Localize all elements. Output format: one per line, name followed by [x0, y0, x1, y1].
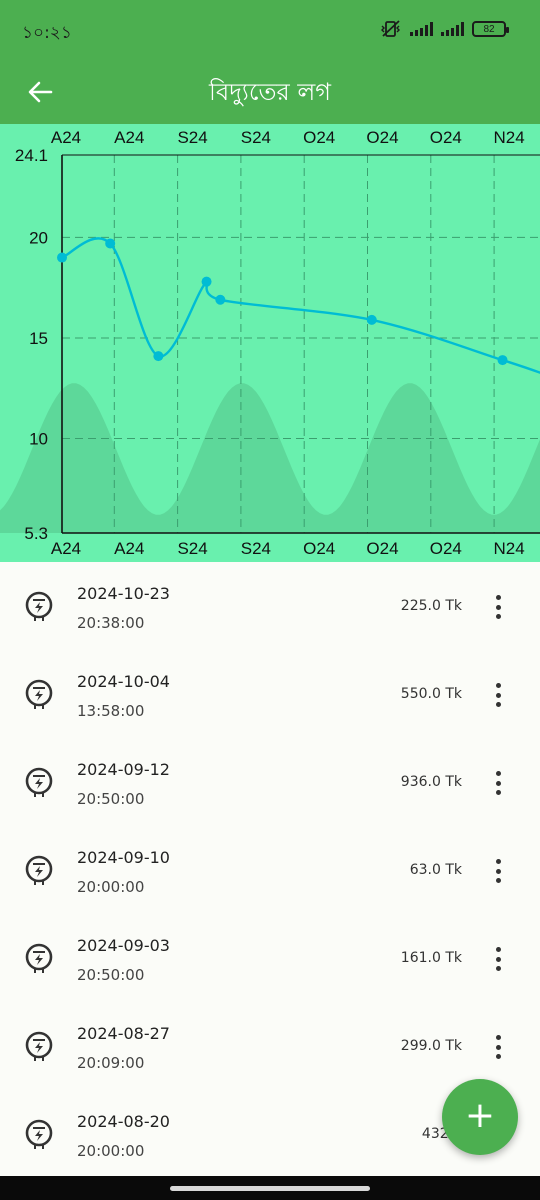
data-point	[215, 294, 226, 305]
page-title: বিদ্যুতের লগ	[209, 78, 331, 106]
entry-date: 2024-08-20	[77, 1112, 170, 1131]
electric-meter-icon	[25, 679, 53, 709]
x-tick-label-bottom: N24	[494, 539, 525, 558]
more-vert-icon[interactable]	[486, 592, 510, 622]
entry-amount: 550.0 Tk	[400, 686, 462, 702]
data-point	[153, 351, 164, 362]
x-tick-label-top: O24	[366, 128, 398, 147]
data-point	[57, 252, 67, 263]
entry-amount: 936.0 Tk	[400, 774, 462, 790]
entry-date: 2024-09-12	[77, 760, 170, 779]
entry-time: 20:00:00	[77, 878, 145, 896]
background-wave	[0, 383, 540, 533]
x-tick-label-top: N24	[494, 128, 525, 147]
signal-icon-2	[441, 22, 464, 36]
mute-vibrate-icon	[381, 20, 400, 37]
entry-time: 20:09:00	[77, 1054, 145, 1072]
entry-amount: 225.0 Tk	[400, 598, 462, 614]
status-icons: 82	[380, 20, 509, 38]
entry-date: 2024-09-10	[77, 848, 170, 867]
arrow-back-icon	[28, 81, 53, 103]
electric-meter-icon	[25, 1031, 53, 1061]
entry-date: 2024-10-23	[77, 584, 170, 603]
electric-meter-icon	[25, 943, 53, 973]
y-tick-label: 10	[29, 430, 48, 449]
battery-icon: 82	[472, 21, 509, 37]
x-tick-label-bottom: A24	[51, 539, 81, 558]
list-item[interactable]: 2024-09-03 20:50:00 161.0 Tk	[0, 914, 540, 1002]
electric-meter-icon	[25, 855, 53, 885]
x-tick-label-top: O24	[430, 128, 462, 147]
more-vert-icon[interactable]	[486, 680, 510, 710]
more-vert-icon[interactable]	[486, 944, 510, 974]
status-bar: ১০:২১ 82	[0, 0, 540, 62]
x-tick-label-top: S24	[177, 128, 207, 147]
home-gesture-handle[interactable]	[170, 1186, 370, 1191]
back-button[interactable]	[18, 70, 62, 114]
more-vert-icon[interactable]	[486, 1032, 510, 1062]
list-item[interactable]: 2024-09-12 20:50:00 936.0 Tk	[0, 738, 540, 826]
data-point	[105, 238, 116, 249]
more-vert-icon[interactable]	[486, 856, 510, 886]
x-tick-label-bottom: S24	[241, 539, 271, 558]
y-tick-label: 24.1	[15, 146, 48, 165]
data-point	[201, 276, 212, 287]
x-tick-label-top: O24	[303, 128, 335, 147]
entry-time: 20:00:00	[77, 1142, 145, 1160]
entry-amount: 299.0 Tk	[400, 1038, 462, 1054]
list-item[interactable]: 2024-10-04 13:58:00 550.0 Tk	[0, 650, 540, 738]
x-tick-label-bottom: A24	[114, 539, 144, 558]
list-item[interactable]: 2024-10-23 20:38:00 225.0 Tk	[0, 562, 540, 650]
y-tick-label: 15	[29, 329, 48, 348]
entry-time: 13:58:00	[77, 702, 145, 720]
entry-time: 20:38:00	[77, 614, 145, 632]
x-tick-label-bottom: O24	[303, 539, 335, 558]
x-tick-label-bottom: S24	[177, 539, 207, 558]
entry-time: 20:50:00	[77, 966, 145, 984]
x-tick-label-top: S24	[241, 128, 271, 147]
signal-icon-1	[410, 22, 433, 36]
more-vert-icon[interactable]	[486, 768, 510, 798]
app-bar: বিদ্যুতের লগ	[0, 62, 540, 124]
y-tick-label: 5.3	[24, 524, 48, 543]
electric-meter-icon	[25, 591, 53, 621]
x-tick-label-bottom: O24	[366, 539, 398, 558]
status-time: ১০:২১	[22, 23, 72, 43]
consumption-chart: 24.1 20 15 10 5.3 A24 A24 S24 S24 O24 O24 O24 N24 A24…	[0, 124, 540, 562]
x-tick-label-top: A24	[51, 128, 81, 147]
entry-date: 2024-10-04	[77, 672, 170, 691]
y-tick-label: 20	[29, 228, 48, 247]
list-item[interactable]: 2024-09-10 20:00:00 63.0 Tk	[0, 826, 540, 914]
data-point	[497, 355, 508, 366]
add-entry-button[interactable]: +	[442, 1079, 518, 1155]
entry-date: 2024-09-03	[77, 936, 170, 955]
entry-time: 20:50:00	[77, 790, 145, 808]
entry-list: 2024-10-23 20:38:00 225.0 Tk 2024-10-04 13:5…	[0, 562, 540, 1178]
list-item[interactable]: 2024-08-27 20:09:00 299.0 Tk	[0, 1002, 540, 1090]
entry-amount: 63.0 Tk	[409, 862, 462, 878]
electric-meter-icon	[25, 1119, 53, 1149]
x-tick-label-top: A24	[114, 128, 144, 147]
electric-meter-icon	[25, 767, 53, 797]
system-nav-bar	[0, 1176, 540, 1200]
x-tick-label-bottom: O24	[430, 539, 462, 558]
entry-amount: 161.0 Tk	[400, 950, 462, 966]
entry-date: 2024-08-27	[77, 1024, 170, 1043]
add-icon: +	[464, 1094, 496, 1136]
data-point	[366, 314, 377, 325]
series-line	[61, 237, 540, 374]
